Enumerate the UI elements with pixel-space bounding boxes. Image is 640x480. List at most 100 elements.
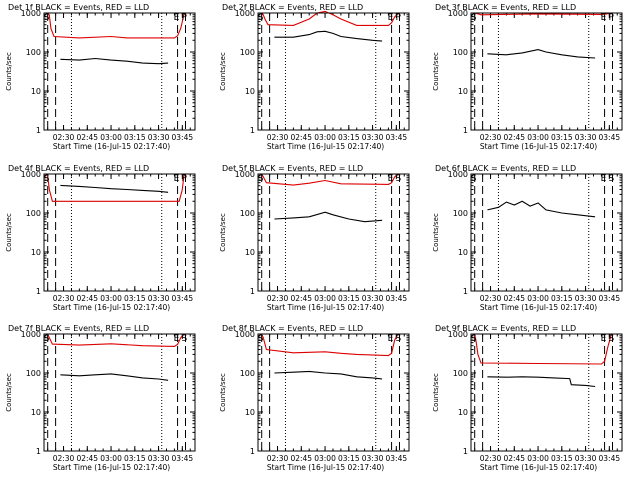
y-tick-label: 10 [458, 248, 468, 257]
x-tick-label: 03:00 [100, 133, 122, 142]
y-tick-label: 10 [458, 87, 468, 96]
x-tick-label: 03:00 [314, 294, 336, 303]
marker-label: E [601, 174, 607, 184]
y-axis-label: Counts/sec [5, 52, 13, 91]
x-tick-label: 03:15 [551, 294, 573, 303]
x-tick-label: 02:45 [290, 133, 312, 142]
y-tick-label: 1000 [235, 9, 255, 18]
panel-title: Det 1f BLACK = Events, RED = LLD [8, 3, 149, 12]
x-tick-label: 02:30 [480, 294, 502, 303]
detector-panel: Det 6f BLACK = Events, RED = LLD Counts/s… [432, 164, 623, 312]
y-tick-label: 1 [250, 447, 255, 456]
y-tick-label: 1000 [448, 170, 468, 179]
y-tick-label: 100 [26, 48, 41, 57]
plot-frame [470, 173, 623, 292]
marker-label: E [388, 334, 394, 344]
detector-panel: Det 2f BLACK = Events, RED = LLD Counts/s… [219, 3, 410, 151]
x-tick-label: 03:15 [124, 133, 146, 142]
y-axis-label: Counts/sec [219, 213, 227, 252]
events-series-line [487, 200, 596, 218]
y-tick-label: 100 [240, 369, 255, 378]
detector-panel: Det 3f BLACK = Events, RED = LLD Counts/s… [432, 3, 623, 151]
x-tick-label: 02:30 [53, 294, 75, 303]
y-axis-label: Counts/sec [5, 373, 13, 412]
x-axis-label: Start Time (16-Jul-15 02:17:40) [267, 463, 384, 472]
detector-panel: Det 1f BLACK = Events, RED = LLD Counts/s… [5, 3, 196, 151]
lld-series-line [45, 173, 186, 202]
x-axis-label: Start Time (16-Jul-15 02:17:40) [267, 303, 384, 312]
x-tick-label: 03:00 [527, 133, 549, 142]
marker-label: E [388, 174, 394, 184]
x-tick-label: 03:30 [148, 133, 170, 142]
plot-frame [257, 12, 410, 131]
y-tick-label: 100 [26, 369, 41, 378]
events-series-line [274, 30, 383, 42]
y-tick-label: 100 [240, 209, 255, 218]
x-tick-label: 03:30 [575, 294, 597, 303]
x-tick-label: 03:45 [599, 294, 621, 303]
y-axis-label: Counts/sec [219, 52, 227, 91]
x-tick-label: 03:15 [338, 133, 360, 142]
y-tick-label: 1000 [235, 330, 255, 339]
plot-frame [470, 12, 623, 131]
y-tick-label: 1000 [448, 330, 468, 339]
y-tick-label: 100 [240, 48, 255, 57]
lld-series-line [261, 333, 399, 357]
marker-label: E [174, 174, 180, 184]
y-tick-label: 1000 [21, 330, 41, 339]
y-tick-label: 1 [463, 447, 468, 456]
x-tick-label: 03:15 [551, 133, 573, 142]
y-axis-label: Counts/sec [432, 52, 440, 91]
marker-label: P [608, 13, 614, 23]
lld-series-line [261, 173, 399, 186]
y-tick-label: 100 [453, 209, 468, 218]
x-tick-label: 03:15 [124, 294, 146, 303]
x-tick-label: 03:00 [527, 294, 549, 303]
panel-title: Det 7f BLACK = Events, RED = LLD [8, 324, 149, 333]
y-tick-label: 10 [31, 87, 41, 96]
y-tick-label: 10 [31, 248, 41, 257]
y-tick-label: 1 [250, 287, 255, 296]
y-axis-label: Counts/sec [432, 373, 440, 412]
x-tick-label: 03:45 [599, 454, 621, 463]
x-tick-label: 03:30 [148, 454, 170, 463]
marker-label: S [44, 13, 50, 23]
marker-label: P [181, 13, 187, 23]
marker-label: E [601, 334, 607, 344]
y-tick-label: 1 [250, 126, 255, 135]
marker-label: S [44, 334, 50, 344]
x-tick-label: 02:45 [503, 133, 525, 142]
plot-frame [43, 333, 196, 452]
x-tick-label: 03:00 [100, 454, 122, 463]
lld-series-line [47, 12, 186, 39]
y-tick-label: 100 [26, 209, 41, 218]
y-tick-label: 1000 [235, 170, 255, 179]
marker-label: S [471, 174, 477, 184]
x-tick-label: 02:45 [76, 454, 98, 463]
y-tick-label: 1 [36, 287, 41, 296]
marker-label: S [44, 174, 50, 184]
detector-panel: Det 8f BLACK = Events, RED = LLD Counts/s… [219, 324, 410, 472]
y-tick-label: 1 [463, 287, 468, 296]
x-tick-label: 03:00 [100, 294, 122, 303]
y-axis-label: Counts/sec [219, 373, 227, 412]
x-tick-label: 03:45 [386, 294, 408, 303]
x-tick-label: 03:00 [314, 133, 336, 142]
x-axis-label: Start Time (16-Jul-15 02:17:40) [53, 142, 170, 151]
x-axis-label: Start Time (16-Jul-15 02:17:40) [53, 463, 170, 472]
events-series-line [60, 57, 169, 65]
x-tick-label: 03:45 [172, 454, 194, 463]
marker-label: S [258, 174, 264, 184]
marker-label: E [174, 334, 180, 344]
x-tick-label: 03:00 [314, 454, 336, 463]
x-axis-label: Start Time (16-Jul-15 02:17:40) [480, 463, 597, 472]
marker-label: S [471, 334, 477, 344]
x-tick-label: 02:45 [76, 294, 98, 303]
x-tick-label: 03:45 [599, 133, 621, 142]
x-tick-label: 02:30 [267, 454, 289, 463]
lld-series-line [474, 12, 613, 16]
x-tick-label: 02:30 [267, 294, 289, 303]
detector-panel: Det 9f BLACK = Events, RED = LLD Counts/s… [432, 324, 623, 472]
detector-panel: Det 4f BLACK = Events, RED = LLD Counts/s… [5, 164, 196, 312]
panel-title: Det 2f BLACK = Events, RED = LLD [222, 3, 363, 12]
